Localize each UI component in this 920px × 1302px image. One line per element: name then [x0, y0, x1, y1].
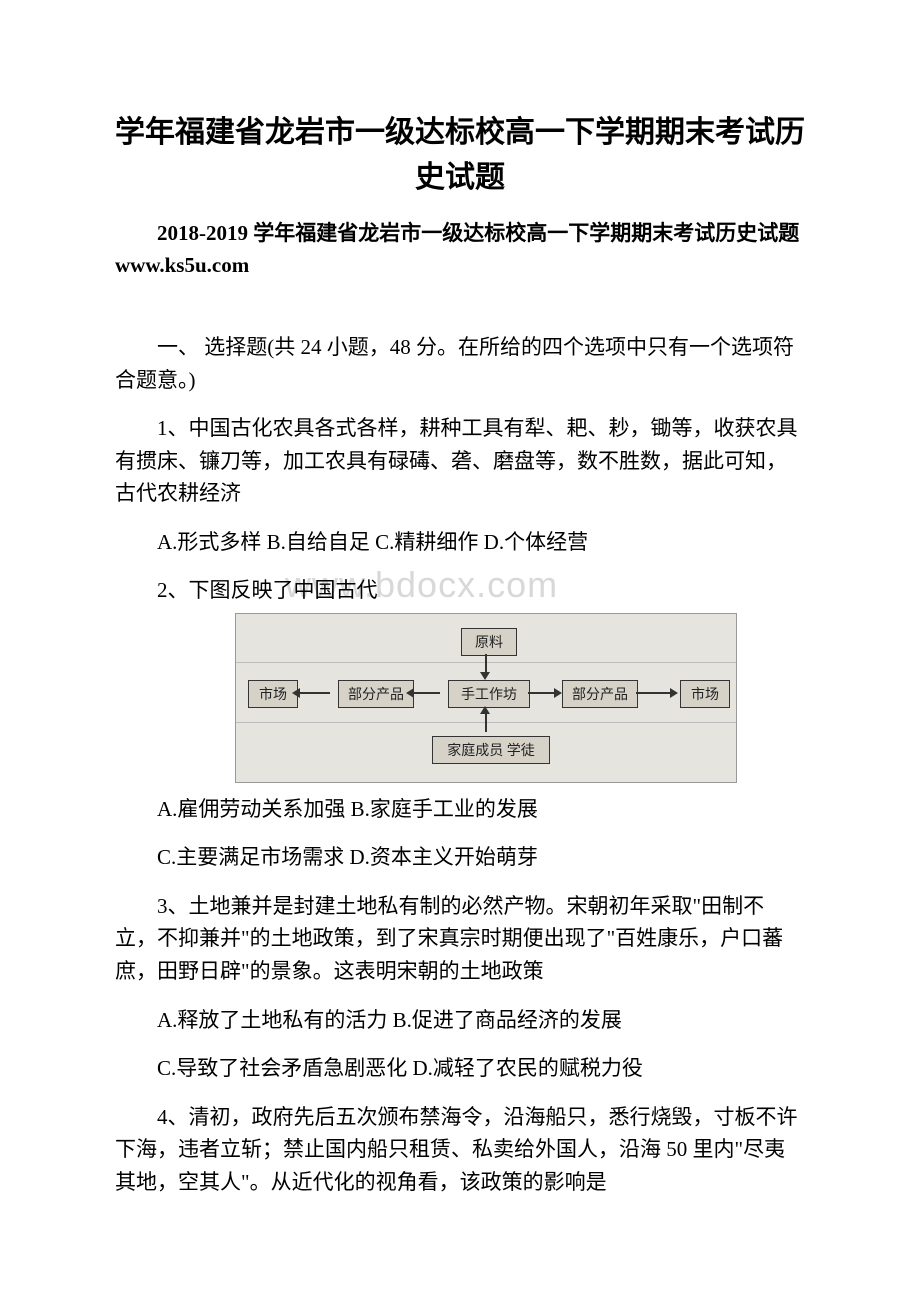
question-2-options-cd: C.主要满足市场需求 D.资本主义开始萌芽 [115, 841, 805, 874]
diagram-box-center: 手工作坊 [448, 680, 530, 708]
question-2-text: 2、下图反映了中国古代 [115, 574, 805, 607]
question-3-text: 3、土地兼并是封建土地私有制的必然产物。宋朝初年采取"田制不立，不抑兼并"的土地… [115, 890, 805, 988]
diagram-box-left-inner: 部分产品 [338, 680, 414, 708]
subtitle-text: 2018-2019 学年福建省龙岩市一级达标校高一下学期期末考试历史试题 [157, 221, 799, 245]
diagram-box-right-outer: 市场 [680, 680, 730, 708]
subtitle-url: www.ks5u.com [115, 253, 249, 277]
document-page: 学年福建省龙岩市一级达标校高一下学期期末考试历史试题 2018-2019 学年福… [0, 0, 920, 1274]
subtitle: 2018-2019 学年福建省龙岩市一级达标校高一下学期期末考试历史试题 www… [115, 218, 805, 281]
diagram-box-bottom: 家庭成员 学徒 [432, 736, 550, 764]
question-2-options-ab: A.雇佣劳动关系加强 B.家庭手工业的发展 [115, 793, 805, 826]
question-1-text: 1、中国古化农具各式各样，耕种工具有犁、耙、耖，锄等，收获农具有掼床、镰刀等，加… [115, 412, 805, 510]
question-3-options-ab: A.释放了土地私有的活力 B.促进了商品经济的发展 [115, 1004, 805, 1037]
section-instructions: 一、 选择题(共 24 小题，48 分。在所给的四个选项中只有一个选项符合题意。… [115, 331, 805, 396]
question-3-options-cd: C.导致了社会矛盾急剧恶化 D.减轻了农民的赋税力役 [115, 1052, 805, 1085]
page-title: 学年福建省龙岩市一级达标校高一下学期期末考试历史试题 [115, 110, 805, 200]
question-4-text: 4、清初，政府先后五次颁布禁海令，沿海船只，悉行烧毁，寸板不许下海，违者立斩；禁… [115, 1101, 805, 1199]
question-2-diagram: 原料 市场 部分产品 手工作坊 部分产品 市场 [235, 613, 805, 783]
diagram-box-top: 原料 [461, 628, 517, 656]
question-1-options: A.形式多样 B.自给自足 C.精耕细作 D.个体经营 [115, 526, 805, 559]
diagram-box-left-outer: 市场 [248, 680, 298, 708]
diagram-box-right-inner: 部分产品 [562, 680, 638, 708]
question-2-block: 2、下图反映了中国古代 www.bdocx.com 原料 市场 部分产品 手工作… [115, 574, 805, 783]
